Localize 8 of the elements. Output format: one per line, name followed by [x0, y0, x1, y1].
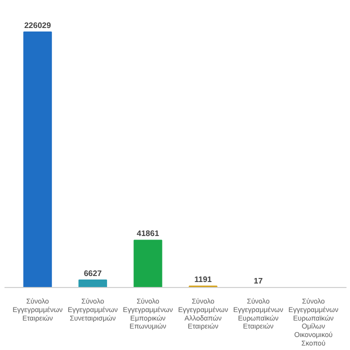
data-label: 41861: [136, 229, 160, 238]
data-label: 226029: [24, 21, 52, 30]
bar: [23, 32, 52, 288]
data-label: 1191: [194, 275, 212, 284]
bar: [78, 280, 108, 288]
bar: [134, 240, 162, 288]
data-label: 17: [254, 276, 264, 286]
data-label: 6627: [84, 269, 102, 278]
